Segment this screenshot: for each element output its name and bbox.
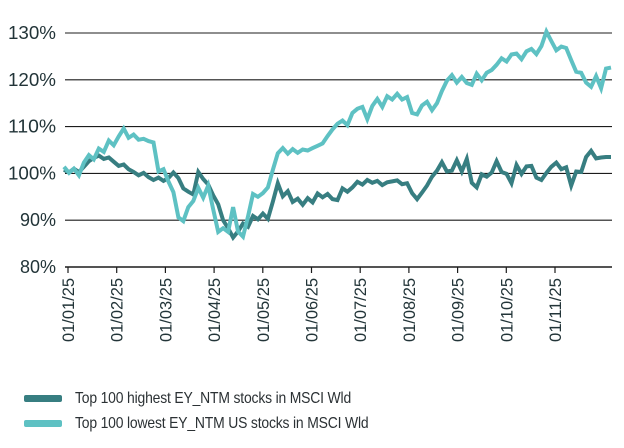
x-tick-label: 01/04/25 — [205, 278, 224, 342]
x-tick-label: 01/07/25 — [351, 278, 370, 342]
legend-swatch-light-teal — [24, 420, 62, 427]
series-line-highest-eyntm — [63, 147, 611, 242]
y-tick-label: 90% — [20, 210, 56, 230]
legend-label-lowest-eyntm: Top 100 lowest EY_NTM US stocks in MSCI … — [75, 414, 369, 432]
legend-item-lowest-eyntm: Top 100 lowest EY_NTM US stocks in MSCI … — [24, 411, 412, 436]
x-tick-label: 01/10/25 — [497, 278, 516, 342]
y-tick-label: 80% — [20, 257, 56, 277]
legend-item-highest-eyntm: Top 100 highest EY_NTM stocks in MSCI Wl… — [24, 386, 412, 411]
x-tick-label: 01/01/25 — [59, 278, 78, 342]
x-tick-label: 01/06/25 — [303, 278, 322, 342]
series-line-lowest-eyntm — [62, 26, 612, 241]
legend-swatch-dark-teal — [24, 395, 62, 402]
chart-legend: Top 100 highest EY_NTM stocks in MSCI Wl… — [24, 386, 412, 436]
x-tick-label: 01/09/25 — [449, 278, 468, 342]
y-tick-label: 100% — [8, 163, 56, 183]
x-tick-label: 01/11/25 — [546, 278, 565, 342]
x-tick-label: 01/03/25 — [156, 278, 175, 342]
x-tick-label: 01/02/25 — [108, 278, 127, 342]
x-tick-label: 01/08/25 — [400, 278, 419, 342]
y-tick-label: 110% — [8, 117, 56, 137]
legend-label-highest-eyntm: Top 100 highest EY_NTM stocks in MSCI Wl… — [75, 389, 352, 407]
y-tick-label: 120% — [8, 70, 56, 90]
y-tick-label: 130% — [8, 23, 56, 43]
x-tick-label: 01/05/25 — [254, 278, 273, 342]
